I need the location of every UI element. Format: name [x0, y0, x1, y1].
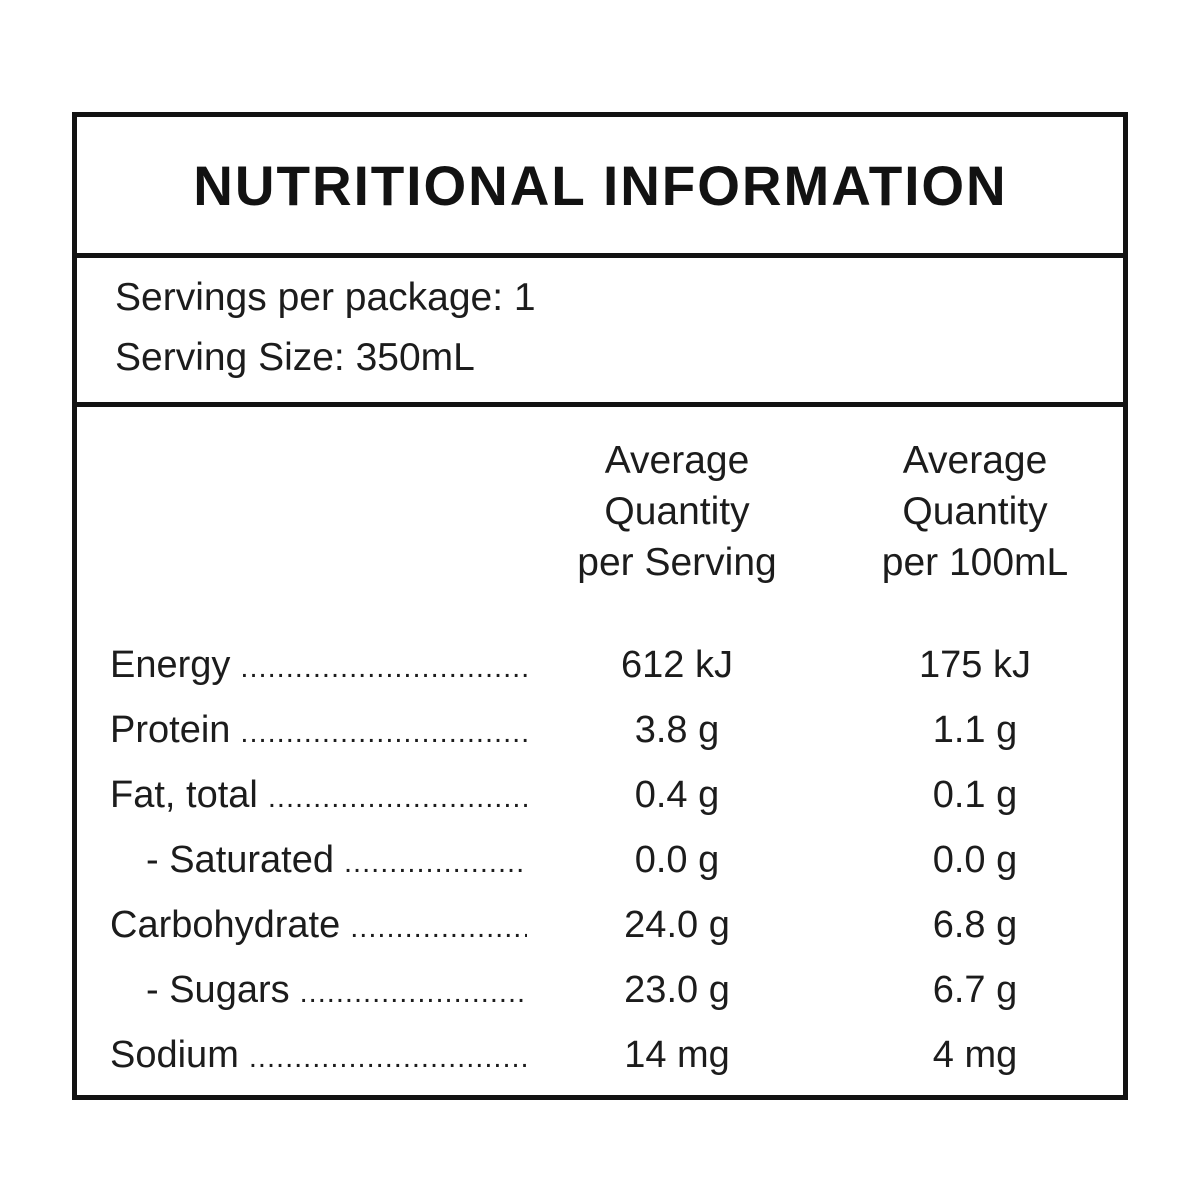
- value-per-serving: 14 mg: [624, 1034, 730, 1076]
- dotted-leader: [249, 1027, 527, 1089]
- serving-size: Serving Size: 350mL: [115, 336, 475, 379]
- dotted-leader: [350, 897, 527, 959]
- nutrient-row-sugars: - Sugars 23.0 g 6.7 g: [77, 959, 1123, 1024]
- panel-title: NUTRITIONAL INFORMATION: [192, 153, 1008, 217]
- value-per-100ml: 4 mg: [932, 1034, 1018, 1076]
- nutrient-label: Energy: [110, 644, 231, 686]
- nutrient-row-energy: Energy 612 kJ 175 kJ: [77, 634, 1123, 699]
- header-line: Average: [902, 439, 1048, 482]
- nutrient-label: Fat, total: [110, 774, 258, 816]
- value-per-serving: 23.0 g: [624, 969, 730, 1011]
- value-per-100ml: 0.1 g: [932, 774, 1018, 816]
- dotted-leader: [240, 702, 527, 764]
- column-header-row: Average Quantity per Serving Average Qua…: [77, 435, 1123, 588]
- nutrition-panel: NUTRITIONAL INFORMATION Servings per pac…: [72, 112, 1128, 1100]
- nutrient-label: Protein: [110, 709, 231, 751]
- nutrient-label: Carbohydrate: [110, 904, 341, 946]
- header-line: per Serving: [577, 541, 777, 584]
- nutrient-row-protein: Protein 3.8 g 1.1 g: [77, 699, 1123, 764]
- value-per-serving: 3.8 g: [634, 709, 720, 751]
- column-header-per-serving: Average Quantity per Serving: [527, 435, 827, 588]
- header-line: Quantity: [902, 490, 1048, 533]
- nutrient-row-fat-total: Fat, total 0.4 g 0.1 g: [77, 764, 1123, 829]
- nutrient-label: - Sugars: [146, 969, 290, 1011]
- value-per-serving: 612 kJ: [621, 644, 733, 686]
- title-section: NUTRITIONAL INFORMATION: [77, 117, 1123, 258]
- header-line: Average: [604, 439, 750, 482]
- header-spacer: [110, 435, 527, 588]
- value-per-100ml: 6.7 g: [932, 969, 1018, 1011]
- value-per-serving: 0.0 g: [634, 839, 720, 881]
- value-per-serving: 24.0 g: [624, 904, 730, 946]
- nutrient-row-saturated: - Saturated 0.0 g 0.0 g: [77, 829, 1123, 894]
- value-per-100ml: 0.0 g: [932, 839, 1018, 881]
- nutrient-row-sodium: Sodium 14 mg 4 mg: [77, 1024, 1123, 1089]
- dotted-leader: [300, 962, 527, 1024]
- header-line: Quantity: [604, 490, 750, 533]
- header-line: per 100mL: [881, 541, 1069, 584]
- nutrient-row-carbohydrate: Carbohydrate 24.0 g 6.8 g: [77, 894, 1123, 959]
- nutrient-label: - Saturated: [146, 839, 334, 881]
- nutrient-label: Sodium: [110, 1034, 239, 1076]
- value-per-serving: 0.4 g: [634, 774, 720, 816]
- value-per-100ml: 1.1 g: [932, 709, 1018, 751]
- serving-section: Servings per package: 1 Serving Size: 35…: [77, 258, 1123, 407]
- dotted-leader: [268, 767, 527, 829]
- nutrition-table: Average Quantity per Serving Average Qua…: [77, 407, 1123, 1095]
- servings-per-package: Servings per package: 1: [115, 276, 536, 319]
- value-per-100ml: 175 kJ: [919, 644, 1031, 686]
- dotted-leader: [240, 637, 527, 699]
- value-per-100ml: 6.8 g: [932, 904, 1018, 946]
- column-header-per-100ml: Average Quantity per 100mL: [827, 435, 1123, 588]
- dotted-leader: [344, 832, 527, 894]
